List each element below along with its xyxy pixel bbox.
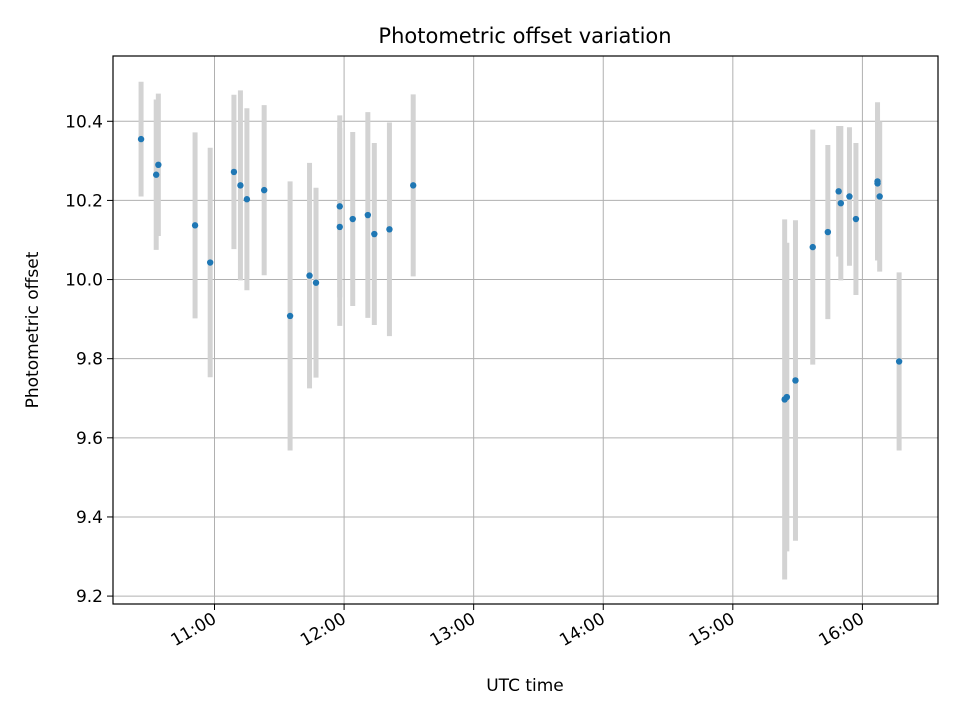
x-axis-label: UTC time <box>486 676 564 696</box>
data-point <box>243 196 251 203</box>
data-point <box>312 279 320 286</box>
y-tick-label: 9.8 <box>76 350 103 370</box>
data-point <box>191 222 199 229</box>
data-point <box>230 168 238 176</box>
y-tick-label: 9.6 <box>76 429 103 449</box>
y-tick-label: 10.0 <box>65 271 103 291</box>
data-point <box>155 161 162 169</box>
data-point <box>409 182 417 189</box>
x-gridlines <box>214 56 863 604</box>
data-points <box>137 135 903 403</box>
chart-title: Photometric offset variation <box>378 24 671 48</box>
data-point <box>846 193 853 200</box>
y-tick-label: 10.2 <box>65 191 103 211</box>
data-point <box>364 211 372 219</box>
data-point <box>783 393 791 401</box>
data-point <box>386 226 393 233</box>
data-point <box>152 171 160 178</box>
data-point <box>876 193 883 200</box>
y-gridlines <box>113 120 938 597</box>
data-point <box>809 243 816 251</box>
data-point <box>237 182 244 189</box>
data-point <box>852 215 860 223</box>
y-axis-ticks: 9.2 9.4 9.6 9.8 10.0 10.2 10.4 <box>65 112 113 607</box>
data-point <box>286 312 294 320</box>
plot-frame <box>112 55 939 605</box>
data-point <box>874 178 881 185</box>
data-point <box>336 203 343 210</box>
y-tick-label: 9.4 <box>76 508 103 528</box>
y-tick-label: 9.2 <box>76 587 103 607</box>
data-point <box>895 358 903 365</box>
data-point <box>835 188 842 195</box>
data-point <box>137 135 145 143</box>
y-axis-label: Photometric offset <box>23 251 43 408</box>
data-point <box>837 199 845 207</box>
data-point <box>260 186 268 194</box>
y-tick-label: 10.4 <box>65 112 103 132</box>
data-point <box>792 377 799 384</box>
data-point <box>349 215 356 223</box>
data-point <box>824 228 832 236</box>
data-point <box>336 223 343 231</box>
data-point <box>206 259 214 266</box>
data-point <box>371 230 378 238</box>
data-point <box>306 272 313 279</box>
